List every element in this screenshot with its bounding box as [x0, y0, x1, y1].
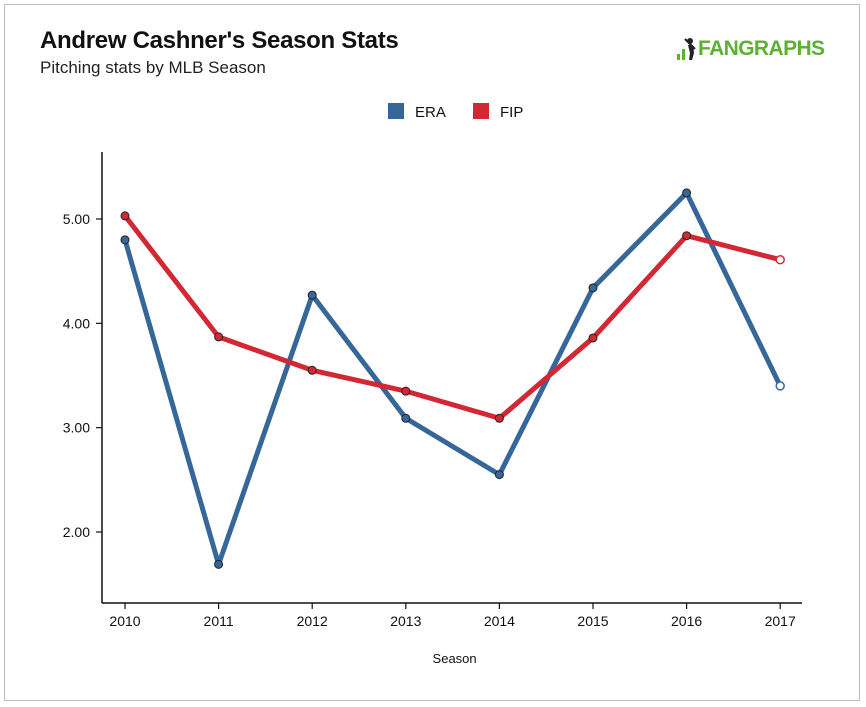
data-point-era [588, 283, 598, 293]
data-point-era [494, 470, 504, 480]
data-point-era [401, 413, 411, 423]
legend-swatch-fip [473, 103, 489, 119]
x-tick-label: 2010 [109, 613, 140, 629]
x-tick-label: 2017 [765, 613, 796, 629]
data-point-era [775, 381, 785, 391]
data-point-fip [682, 231, 692, 241]
data-point-fip [120, 211, 130, 221]
x-tick-label: 2013 [390, 613, 421, 629]
fangraphs-logo: FANGRAPHS [676, 36, 825, 62]
batter-icon [677, 38, 696, 60]
data-point-fip [307, 365, 317, 375]
data-point-fip [401, 386, 411, 396]
series-line-fip [122, 213, 783, 421]
data-point-fip [775, 254, 785, 265]
x-tick-label: 2012 [297, 613, 328, 629]
x-tick-label: 2014 [484, 613, 515, 629]
series-line-era [122, 190, 783, 567]
y-tick-label: 2.00 [63, 524, 90, 540]
x-tick-label: 2015 [577, 613, 608, 629]
legend-label-era: ERA [415, 104, 446, 121]
x-axis-title: Season [433, 651, 477, 666]
legend-swatch-era [388, 103, 404, 119]
legend-label-fip: FIP [500, 104, 523, 121]
data-point-fip [588, 333, 598, 343]
y-tick-label: 5.00 [63, 211, 90, 227]
data-point-era [307, 290, 317, 300]
chart-title: Andrew Cashner's Season Stats [40, 27, 399, 54]
chart-subtitle: Pitching stats by MLB Season [40, 58, 266, 77]
chart-frame [4, 4, 860, 701]
data-point-fip [494, 413, 504, 423]
logo-text: FANGRAPHS [698, 37, 825, 60]
data-point-fip [214, 332, 224, 342]
data-point-era [214, 559, 224, 569]
y-tick-label: 3.00 [63, 420, 90, 436]
x-tick-label: 2011 [204, 613, 234, 629]
x-tick-label: 2016 [671, 613, 702, 629]
data-point-era [682, 188, 692, 198]
data-point-era [120, 235, 130, 245]
y-tick-label: 4.00 [63, 315, 90, 331]
